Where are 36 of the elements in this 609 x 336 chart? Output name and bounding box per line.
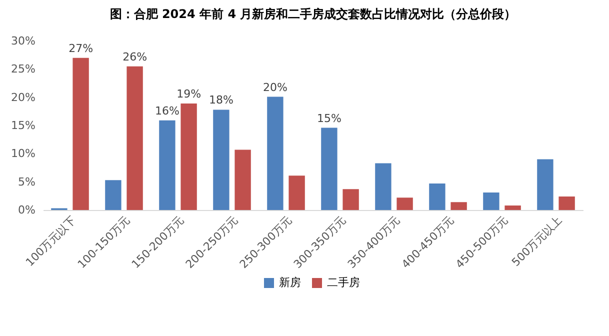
legend-label: 二手房 [327,276,360,289]
data-label: 18% [208,94,234,107]
y-tick-label: 30% [11,34,36,48]
bar [537,159,554,210]
bar [450,202,467,210]
legend-label: 新房 [279,276,301,289]
bar [234,150,251,210]
bar [288,176,305,210]
bar [375,163,392,210]
data-label: 27% [68,42,94,55]
bar [159,120,176,210]
bar [396,198,413,210]
bar [342,189,359,210]
bar [504,205,521,210]
bar [105,180,122,210]
bar [126,66,143,210]
data-label: 19% [176,88,202,101]
data-label: 15% [316,112,342,125]
y-tick-label: 25% [11,62,36,76]
chart-title: 图：合肥 2024 年前 4 月新房和二手房成交套数占比情况对比（分总价段） [110,7,516,21]
bar [429,184,446,210]
bar [213,110,230,210]
y-tick-label: 10% [11,147,36,160]
y-tick-label: 20% [11,90,36,104]
data-label: 16% [154,104,180,118]
bar [72,58,89,210]
y-tick-label: 15% [11,119,36,132]
bar [321,128,338,210]
bar [267,96,284,210]
bar [483,192,500,210]
bar [180,104,197,210]
data-label: 26% [122,50,148,64]
bar [558,196,575,210]
y-tick-label: 5% [18,175,36,188]
data-label: 20% [262,80,288,94]
y-tick-label: 0% [18,204,36,216]
